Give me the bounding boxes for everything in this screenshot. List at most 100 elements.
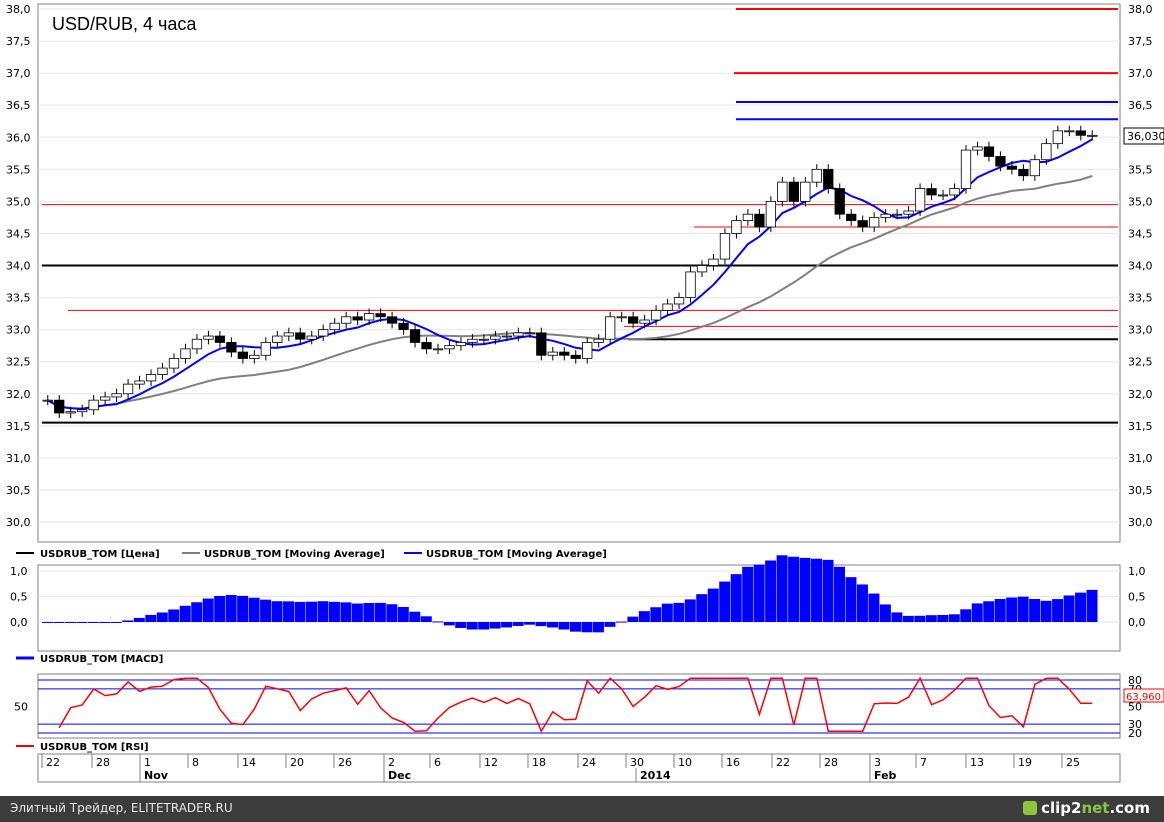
price-tick-left: 34,5	[6, 227, 31, 240]
price-candle-body	[788, 181, 799, 202]
price-candle-body	[1064, 130, 1075, 133]
price-candle-body	[559, 351, 570, 356]
price-candle-body	[88, 399, 99, 411]
legend-ma-short: USDRUB_TOM [Moving Average]	[426, 549, 607, 560]
macd-bar	[374, 602, 386, 622]
price-candle-body	[1029, 159, 1041, 177]
price-candle-body	[995, 156, 1006, 167]
price-candle-body	[1041, 143, 1052, 161]
macd-bar	[214, 595, 226, 622]
macd-bar	[225, 594, 237, 622]
macd-bar	[271, 601, 283, 622]
macd-bar	[719, 581, 731, 622]
macd-bar	[110, 622, 122, 623]
price-candle-body	[800, 181, 811, 202]
macd-bar	[168, 609, 180, 622]
price-tick-right: 34,0	[1128, 260, 1153, 273]
date-day-label: 20	[290, 756, 304, 769]
macd-bar	[661, 603, 673, 622]
price-candle-body	[972, 146, 983, 151]
price-candle-body	[662, 303, 673, 311]
price-candle-body	[501, 335, 513, 338]
price-candle-body	[960, 149, 972, 189]
price-candle-body	[983, 146, 995, 157]
price-candle-body	[1087, 134, 1098, 137]
price-candle-body	[99, 396, 111, 401]
macd-tick-left: 0,5	[10, 591, 28, 604]
price-tick-right: 31,0	[1128, 452, 1153, 465]
price-candle-body	[306, 335, 317, 340]
price-candle-body	[605, 316, 616, 340]
price-candle-body	[65, 411, 76, 414]
macd-bar	[202, 598, 214, 622]
macd-tick-right: 1,0	[1128, 565, 1146, 578]
price-candle-body	[627, 316, 639, 324]
macd-bar	[730, 574, 742, 622]
macd-bar	[604, 622, 616, 627]
macd-bar	[397, 606, 409, 622]
macd-bar	[948, 614, 960, 622]
price-candle-body	[134, 380, 145, 385]
macd-bar	[535, 622, 547, 627]
macd-bar	[650, 607, 662, 622]
macd-bar	[1052, 599, 1064, 622]
price-candle-body	[582, 342, 593, 359]
date-month-label: 2014	[640, 769, 671, 782]
price-tick-right: 38,0	[1128, 3, 1153, 16]
price-tick-left: 36,0	[6, 131, 31, 144]
price-tick-left: 30,0	[6, 516, 31, 529]
macd-bar	[879, 604, 891, 622]
price-tick-right: 34,5	[1128, 227, 1153, 240]
macd-bar	[501, 622, 513, 628]
price-candle-body	[593, 338, 604, 343]
macd-bar	[937, 614, 949, 622]
price-tick-left: 33,0	[6, 324, 31, 337]
date-axis-panel	[37, 753, 1121, 783]
date-day-label: 25	[1066, 756, 1080, 769]
price-panel	[37, 3, 1121, 543]
price-tick-right: 32,5	[1128, 356, 1153, 369]
price-candle-body	[570, 354, 581, 359]
price-candle-body	[260, 342, 271, 356]
date-day-label: 26	[338, 756, 352, 769]
macd-bar	[76, 622, 88, 623]
price-candle-body	[122, 383, 134, 395]
clip2net-logo[interactable]: clip2net.com	[1023, 799, 1150, 817]
price-candle-body	[685, 271, 696, 298]
price-tick-right: 33,5	[1128, 292, 1153, 305]
price-candle-body	[226, 342, 237, 353]
price-tick-left: 32,0	[6, 388, 31, 401]
price-candle-body	[490, 335, 501, 340]
macd-tick-left: 1,0	[10, 565, 28, 578]
date-month-label: Feb	[874, 769, 897, 782]
price-candle-body	[869, 217, 880, 228]
price-tick-right: 36,5	[1128, 99, 1153, 112]
price-candle-body	[409, 329, 421, 343]
price-tick-right: 32,0	[1128, 388, 1153, 401]
macd-bar	[627, 616, 639, 622]
date-day-label: 6	[434, 756, 441, 769]
price-candle-body	[318, 329, 329, 337]
macd-bar	[788, 556, 800, 622]
price-candle-body	[513, 332, 524, 337]
macd-bar	[363, 603, 375, 622]
price-candle-body	[42, 399, 53, 402]
macd-bar	[592, 622, 604, 633]
date-day-label: 22	[46, 756, 60, 769]
price-tick-right: 33,0	[1128, 324, 1153, 337]
price-candle-body	[834, 188, 845, 215]
price-tick-left: 30,5	[6, 484, 31, 497]
macd-bar	[156, 612, 168, 622]
macd-bar	[478, 622, 490, 630]
price-candle-body	[237, 351, 249, 359]
price-candle-body	[891, 213, 903, 216]
price-candle-body	[719, 233, 731, 260]
price-candle-body	[880, 213, 891, 218]
price-candle-body	[823, 168, 834, 189]
macd-bar	[179, 605, 191, 622]
date-day-label: 14	[242, 756, 256, 769]
macd-bar	[191, 602, 203, 622]
date-day-label: 28	[824, 756, 838, 769]
price-candle-body	[168, 358, 180, 369]
price-tick-left: 31,5	[6, 420, 31, 433]
